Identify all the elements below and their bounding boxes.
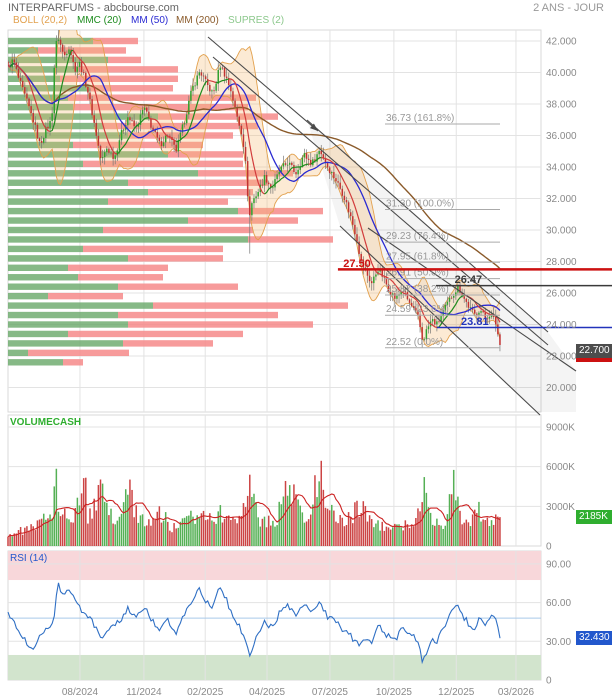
- fib-level-label: 26.91 (50.0%): [386, 268, 449, 279]
- legend-item-boll: BOLL (20,2): [13, 15, 68, 26]
- price-tick-label: 42.000: [546, 37, 577, 48]
- channel-mid: [367, 227, 577, 372]
- volume-tick-label: 9000K: [546, 423, 575, 434]
- trend-channel-fill: [307, 120, 576, 412]
- volume-bars: [7, 460, 501, 546]
- date-tick-label: 10/2025: [376, 687, 413, 698]
- date-tick-label: 04/2025: [249, 687, 286, 698]
- volume-tick-label: 0: [546, 542, 552, 553]
- legend-item-mm200: MM (200): [176, 15, 219, 26]
- date-tick-label: 08/2024: [62, 687, 99, 698]
- last-price-badge: 22.700: [576, 344, 612, 358]
- mm200-line: [8, 62, 501, 270]
- volume-ma-line: [7, 493, 501, 538]
- page-title: INTERPARFUMS - abcbourse.com: [8, 2, 179, 14]
- last-price-marker: [576, 358, 612, 362]
- fib-level-label: 27.95 (61.8%): [386, 251, 449, 262]
- date-tick-label: 07/2025: [312, 687, 349, 698]
- date-tick-label: 12/2025: [438, 687, 475, 698]
- sr-label-27.50: 27.50: [343, 258, 371, 270]
- rsi-panel-label: RSI (14): [10, 553, 48, 564]
- sr-label-23.81: 23.81: [461, 316, 489, 328]
- price-tick-label: 22.000: [546, 352, 577, 363]
- date-tick-label: 02/2025: [187, 687, 224, 698]
- timeframe-label: 2 ANS - JOUR: [533, 2, 604, 14]
- last-rsi-badge: 32.430: [576, 631, 612, 645]
- price-tick-label: 30.000: [546, 226, 577, 237]
- rsi-tick-label: 60.00: [546, 598, 571, 609]
- indicator-legend: BOLL (20,2) MMC (20) MM (50) MM (200) SU…: [0, 15, 612, 28]
- price-tick-label: 36.000: [546, 131, 577, 142]
- legend-item-mmc: MMC (20): [77, 15, 122, 26]
- rsi-overbought-band: [8, 551, 541, 581]
- fib-level-label: 36.73 (161.8%): [386, 113, 454, 124]
- date-tick-label: 03/2026: [498, 687, 535, 698]
- fib-level-label: 25.87 (38.2%): [386, 284, 449, 295]
- volume-tick-label: 3000K: [546, 502, 575, 513]
- fibonacci-levels: 36.73 (161.8%) 31.30 (100.0%) 29.23 (76.4%…: [385, 113, 500, 349]
- legend-item-supres: SUPRES (2): [228, 15, 285, 26]
- volume-tick-label: 6000K: [546, 462, 575, 473]
- channel-upper: [306, 119, 549, 333]
- fib-level-label: 29.23 (76.4%): [386, 231, 449, 242]
- date-tick-label: 11/2024: [126, 687, 162, 698]
- price-tick-label: 38.000: [546, 100, 577, 111]
- sr-label-26.47: 26.47: [455, 274, 483, 286]
- last-volume-badge: 2185K: [576, 510, 612, 524]
- rsi-line: [7, 582, 501, 665]
- price-tick-label: 28.000: [546, 257, 577, 268]
- fib-level-label: 24.59 (23.6%): [386, 304, 449, 315]
- arrow-trendline: [207, 36, 319, 132]
- price-tick-label: 24.000: [546, 320, 577, 331]
- price-tick-label: 20.000: [546, 383, 577, 394]
- channel-lower: [339, 225, 541, 416]
- trendline-long: [212, 56, 549, 346]
- price-tick-label: 32.000: [546, 194, 577, 205]
- price-tick-label: 34.000: [546, 163, 577, 174]
- legend-item-mm50: MM (50): [131, 15, 169, 26]
- volume-panel-label: VOLUMECASH: [10, 417, 82, 428]
- rsi-tick-label: 0: [546, 676, 552, 687]
- rsi-tick-label: 90.00: [546, 559, 571, 570]
- trendline-arrowhead: [310, 123, 318, 131]
- fib-level-label: 22.52 (0.0%): [386, 337, 443, 348]
- rsi-tick-label: 30.00: [546, 637, 571, 648]
- price-plot-layer: [8, 30, 501, 352]
- rsi-oversold-band: [8, 654, 541, 680]
- price-tick-label: 40.000: [546, 68, 577, 79]
- price-tick-label: 26.000: [546, 289, 577, 300]
- fib-level-label: 31.30 (100.0%): [386, 199, 454, 210]
